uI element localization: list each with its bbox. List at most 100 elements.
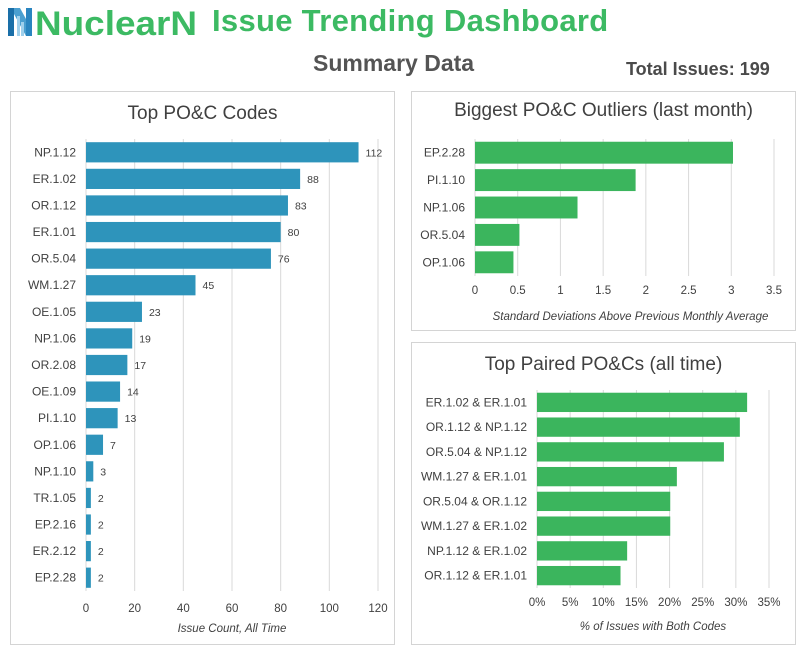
x-tick-label: 120 <box>368 603 387 615</box>
category-label: EP.2.28 <box>35 571 76 585</box>
bar <box>86 541 91 562</box>
category-label: OE.1.09 <box>32 385 76 399</box>
bar <box>86 381 121 402</box>
bar <box>86 168 301 189</box>
x-tick-label: 1 <box>557 285 563 297</box>
bar <box>86 514 91 535</box>
category-label: OR.1.12 <box>31 198 76 212</box>
panel-top-poc-codes: Top PO&C Codes 0 20 40 60 80 100 120 NP.1.12 112… <box>10 91 395 645</box>
summary-title: Summary Data <box>313 50 475 76</box>
x-tick-label: 5% <box>562 597 579 609</box>
total-issues-value: 199 <box>739 59 770 79</box>
x-tick-label: 30% <box>724 597 747 609</box>
data-label: 76 <box>278 254 290 266</box>
category-label: OR.1.12 & ER.1.01 <box>424 569 527 583</box>
data-label: 17 <box>134 360 146 372</box>
category-label: PI.1.10 <box>38 411 76 425</box>
data-label: 2 <box>98 546 104 558</box>
category-label: OP.1.06 <box>423 255 466 269</box>
x-tick-label: 20% <box>658 597 681 609</box>
category-label: NP.1.06 <box>34 331 76 345</box>
total-issues-label: Total Issues: <box>626 59 735 79</box>
bar <box>537 565 621 586</box>
data-label: 2 <box>98 520 104 532</box>
x-tick-label: 20 <box>128 603 141 615</box>
bar <box>86 487 91 509</box>
x-tick-label: 15% <box>625 597 648 609</box>
x-tick-label: 60 <box>226 603 239 615</box>
bar <box>537 466 677 487</box>
category-label: OE.1.05 <box>32 305 76 319</box>
category-label: OP.1.06 <box>34 438 77 452</box>
x-axis-label: Standard Deviations Above Previous Month… <box>493 311 769 323</box>
data-label: 2 <box>98 493 104 505</box>
bar <box>475 251 514 274</box>
chart-title-top-paired: Top Paired PO&Cs (all time) <box>484 354 723 375</box>
chart-outliers: 0 0.5 1 1.5 2 2.5 3 3.5 EP.2.28 PI.1.10 NP.1.06 OR.… <box>420 139 782 323</box>
bar <box>475 196 578 219</box>
bar <box>86 195 288 216</box>
x-tick-label: 3 <box>728 285 734 297</box>
x-tick-label: 40 <box>177 603 190 615</box>
chart-top-paired: 0% 5% 10% 15% 20% 25% 30% 35% ER.1.02 & ER.1.01 O… <box>421 390 781 633</box>
bar <box>537 541 628 561</box>
bar <box>537 392 748 413</box>
x-tick-label: 80 <box>274 603 287 615</box>
x-axis-label: Issue Count, All Time <box>178 623 287 635</box>
bar <box>86 434 104 455</box>
category-label: WM.1.27 <box>28 278 76 292</box>
category-label: ER.2.12 <box>33 544 77 558</box>
data-label: 14 <box>127 387 139 399</box>
x-tick-label: 0 <box>472 285 478 297</box>
x-tick-label: 3.5 <box>766 285 782 297</box>
bar <box>86 301 142 322</box>
chart-title-outliers: Biggest PO&C Outliers (last month) <box>454 100 753 121</box>
data-label: 45 <box>203 280 215 292</box>
data-label: 80 <box>288 227 300 239</box>
category-label: NP.1.10 <box>34 464 76 478</box>
x-tick-label: 25% <box>691 597 714 609</box>
bar <box>475 169 636 192</box>
category-label: ER.1.02 & ER.1.01 <box>426 395 528 409</box>
bar <box>475 223 520 246</box>
x-tick-label: 35% <box>757 597 780 609</box>
category-label: ER.1.02 <box>33 172 77 186</box>
category-label: NP.1.12 <box>34 145 76 159</box>
bar <box>537 516 671 536</box>
x-tick-label: 10% <box>592 597 615 609</box>
data-label: 23 <box>149 307 161 319</box>
chart-top-poc-codes: 0 20 40 60 80 100 120 NP.1.12 112 ER.1.02 88 OR.1.1… <box>28 139 388 635</box>
x-tick-label: 2 <box>643 285 649 297</box>
data-label: 88 <box>307 174 319 186</box>
category-label: WM.1.27 & ER.1.02 <box>421 519 527 533</box>
bar <box>86 142 359 163</box>
bar <box>475 141 733 164</box>
header: NuclearN Issue Trending Dashboard <box>0 0 807 48</box>
panel-top-paired: Top Paired PO&Cs (all time) 0% 5% 10% 15% 20… <box>411 342 796 645</box>
logo-n-icon <box>8 8 32 36</box>
category-label: OR.2.08 <box>31 358 76 372</box>
category-label: OR.1.12 & NP.1.12 <box>426 420 528 434</box>
category-label: EP.2.16 <box>35 518 76 532</box>
category-label: TR.1.05 <box>33 491 76 505</box>
category-label: NP.1.06 <box>423 201 465 215</box>
bar <box>86 461 94 482</box>
data-label: 112 <box>366 147 383 159</box>
x-tick-label: 1.5 <box>595 285 611 297</box>
x-tick-label: 0 <box>83 603 89 615</box>
bar <box>537 417 740 437</box>
category-label: OR.5.04 <box>420 228 465 242</box>
bar <box>86 408 118 429</box>
bar <box>86 567 91 588</box>
x-axis-label: % of Issues with Both Codes <box>580 621 727 633</box>
x-tick-label: 0.5 <box>510 285 526 297</box>
bar <box>537 442 724 462</box>
data-label: 19 <box>139 333 151 345</box>
total-issues: Total Issues: 199 <box>626 59 770 80</box>
nuclearn-logo: NuclearN <box>8 5 197 42</box>
category-label: EP.2.28 <box>424 146 465 160</box>
bar <box>86 221 281 243</box>
category-label: OR.5.04 <box>31 252 76 266</box>
panel-outliers: Biggest PO&C Outliers (last month) 0 0.5 1… <box>411 91 796 331</box>
bar <box>86 354 128 376</box>
